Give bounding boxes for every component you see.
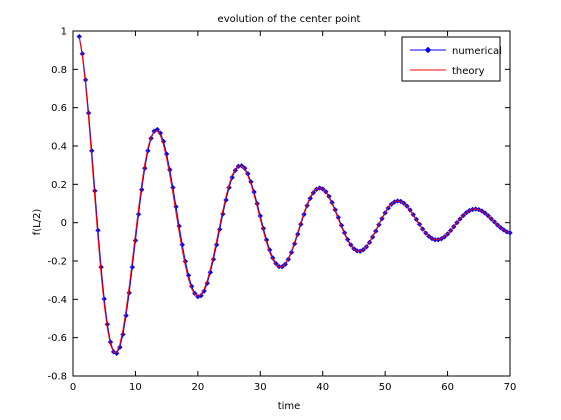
x-tick-label: 50 (379, 382, 392, 393)
x-tick-label: 70 (504, 382, 517, 393)
data-point-numerical (138, 186, 145, 193)
y-tick-label: -0.6 (47, 333, 67, 344)
y-tick-label: 0 (61, 218, 67, 229)
data-point-numerical (294, 231, 301, 237)
y-tick-label: -0.8 (47, 372, 67, 383)
x-tick-label: 20 (191, 382, 204, 393)
data-point-numerical (226, 184, 232, 191)
y-tick-label: 1 (61, 27, 67, 38)
data-point-numerical (204, 280, 210, 286)
y-axis-label: f(L/2) (32, 209, 43, 236)
tick-group: 0 10 20 30 40 50 60 70 -0.8 -0.6 -0.4 -0.2 0 0.2 0.4 0.… (47, 27, 516, 394)
legend: numerical theory (401, 36, 502, 82)
data-point-numerical (298, 221, 304, 227)
data-point-numerical (210, 256, 217, 263)
legend-box (401, 36, 501, 82)
data-point-numerical (288, 249, 295, 256)
data-point-numerical (117, 344, 123, 351)
data-point-numerical (291, 240, 298, 247)
x-tick-label: 0 (70, 382, 76, 393)
data-point-numerical (201, 288, 207, 294)
plot-area (72, 30, 511, 377)
x-axis-label: time (278, 401, 301, 412)
data-point-numerical (145, 148, 151, 154)
legend-entry-theory: theory (452, 66, 485, 77)
x-tick-label: 10 (129, 382, 142, 393)
x-tick-label: 30 (254, 382, 267, 393)
legend-marker-numerical (424, 46, 432, 54)
series-line-theory (78, 37, 511, 353)
data-point-numerical (198, 292, 204, 299)
y-tick-label: 0.8 (51, 65, 67, 76)
y-tick-label: -0.4 (47, 295, 67, 306)
series-group (76, 33, 513, 357)
y-tick-label: 0.6 (51, 103, 67, 114)
data-point-numerical (123, 312, 129, 319)
data-point-numerical (216, 226, 223, 233)
y-tick-label: 0.4 (51, 142, 67, 153)
legend-entry-numerical: numerical (452, 46, 502, 57)
x-tick-label: 60 (441, 382, 454, 393)
x-tick-label: 40 (316, 382, 329, 393)
data-point-numerical (232, 167, 239, 174)
chart-title: evolution of the center point (218, 14, 361, 25)
y-tick-label: 0.2 (51, 180, 67, 191)
data-point-numerical (126, 290, 132, 296)
y-tick-label: -0.2 (47, 257, 67, 268)
